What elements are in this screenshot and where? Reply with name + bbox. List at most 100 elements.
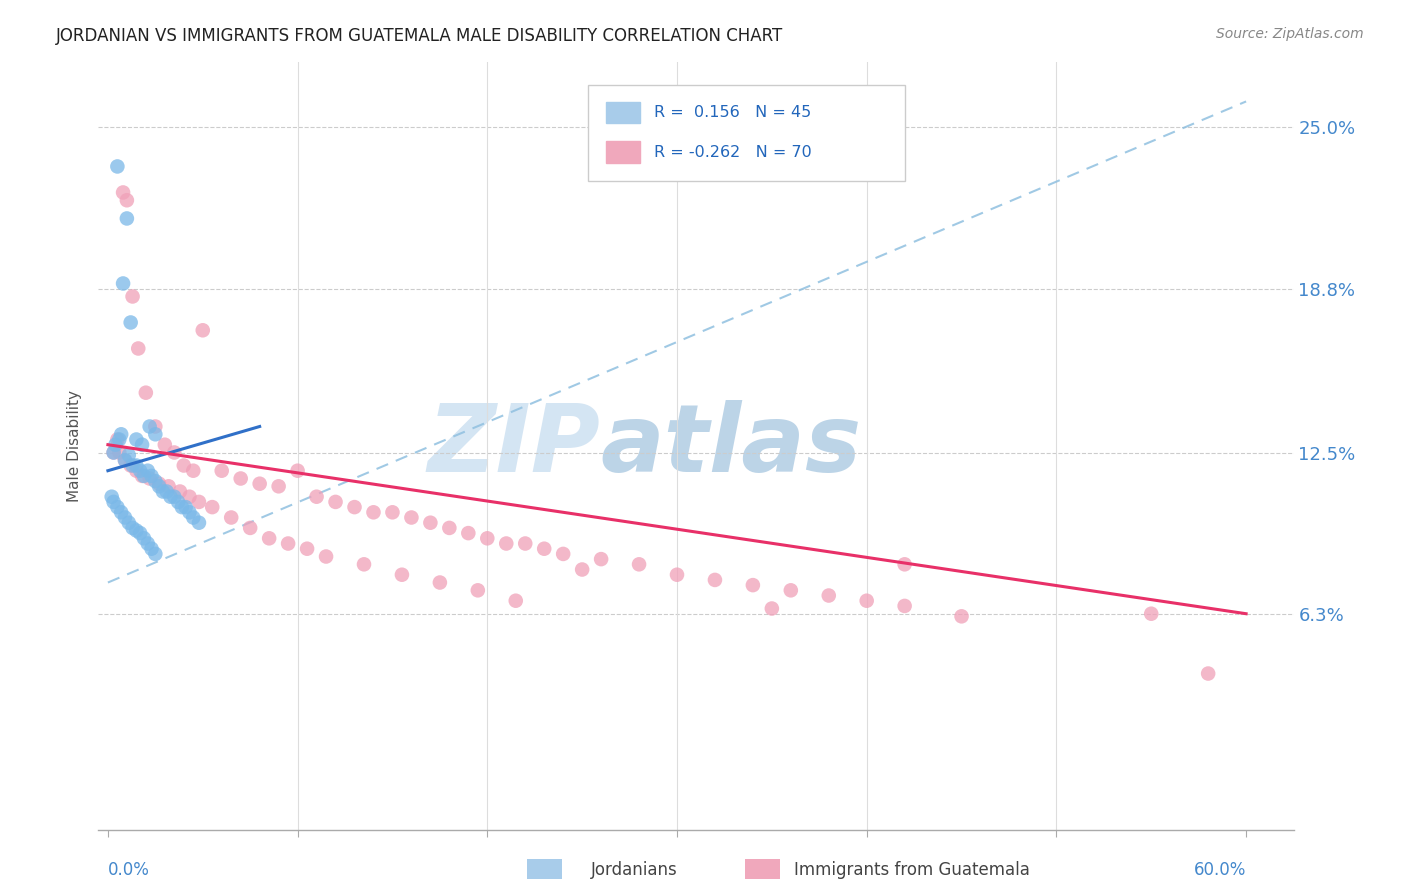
Point <box>118 448 141 462</box>
Point <box>429 575 451 590</box>
Point <box>138 471 160 485</box>
Point <box>666 567 689 582</box>
Point <box>893 599 915 613</box>
Point <box>173 458 195 473</box>
Point <box>401 510 423 524</box>
Point <box>174 500 197 515</box>
Point <box>125 464 148 478</box>
Text: Jordanians: Jordanians <box>591 861 678 879</box>
Point <box>105 160 128 174</box>
Text: atlas: atlas <box>600 400 862 492</box>
Point <box>148 479 170 493</box>
Point <box>169 484 191 499</box>
Point <box>131 469 153 483</box>
Point <box>112 186 135 200</box>
Point <box>125 433 148 447</box>
Point <box>855 593 877 607</box>
Point <box>515 536 537 550</box>
Point <box>118 516 141 530</box>
Point <box>153 438 176 452</box>
Point <box>343 500 366 515</box>
Point <box>457 526 479 541</box>
Text: R = -0.262   N = 70: R = -0.262 N = 70 <box>654 145 811 160</box>
Text: 60.0%: 60.0% <box>1194 861 1246 879</box>
Point <box>467 583 489 598</box>
Point <box>163 490 186 504</box>
Point <box>125 524 148 538</box>
Point <box>148 476 170 491</box>
Point <box>104 438 127 452</box>
Point <box>267 479 290 493</box>
Point <box>127 342 149 356</box>
Point <box>115 211 138 226</box>
Point <box>315 549 337 564</box>
Text: JORDANIAN VS IMMIGRANTS FROM GUATEMALA MALE DISABILITY CORRELATION CHART: JORDANIAN VS IMMIGRANTS FROM GUATEMALA M… <box>56 27 783 45</box>
Point <box>817 589 839 603</box>
Point <box>129 464 152 478</box>
Point <box>121 521 143 535</box>
Point <box>110 427 132 442</box>
Point <box>120 316 142 330</box>
Text: Source: ZipAtlas.com: Source: ZipAtlas.com <box>1216 27 1364 41</box>
Point <box>103 445 125 459</box>
Point <box>761 601 783 615</box>
Point <box>108 433 131 447</box>
Text: ZIP: ZIP <box>427 400 600 492</box>
Point <box>129 526 152 541</box>
Point <box>114 453 136 467</box>
Point <box>229 471 252 485</box>
Point <box>439 521 461 535</box>
Point <box>257 531 280 545</box>
Point <box>103 495 125 509</box>
Point <box>131 438 153 452</box>
Point <box>779 583 801 598</box>
Point <box>419 516 441 530</box>
Point <box>112 277 135 291</box>
Text: R =  0.156   N = 45: R = 0.156 N = 45 <box>654 104 811 120</box>
Point <box>188 516 211 530</box>
Point <box>132 531 155 545</box>
Point <box>741 578 763 592</box>
Point <box>553 547 575 561</box>
Point <box>191 323 214 337</box>
Point <box>703 573 725 587</box>
Point <box>163 445 186 459</box>
Point <box>141 469 163 483</box>
Point <box>114 453 136 467</box>
Point <box>121 289 143 303</box>
Point <box>950 609 973 624</box>
Point <box>1140 607 1163 621</box>
Point <box>239 521 262 535</box>
Point <box>120 458 142 473</box>
Point <box>159 490 181 504</box>
FancyBboxPatch shape <box>606 142 640 163</box>
Point <box>1197 666 1219 681</box>
Point <box>363 505 385 519</box>
Point <box>167 495 190 509</box>
Point <box>100 490 122 504</box>
Point <box>138 419 160 434</box>
Point <box>477 531 499 545</box>
Point <box>143 547 166 561</box>
Point <box>249 476 271 491</box>
Point <box>181 510 204 524</box>
Point <box>893 558 915 572</box>
Point <box>277 536 299 550</box>
Point <box>143 427 166 442</box>
Point <box>141 541 163 556</box>
Point <box>105 433 128 447</box>
Point <box>152 484 174 499</box>
Point <box>628 558 651 572</box>
Point <box>121 458 143 473</box>
Point <box>156 484 179 499</box>
Point <box>103 445 125 459</box>
Point <box>105 500 128 515</box>
Text: Immigrants from Guatemala: Immigrants from Guatemala <box>794 861 1031 879</box>
Point <box>143 474 166 488</box>
Point <box>179 490 201 504</box>
Point <box>132 469 155 483</box>
Point <box>201 500 224 515</box>
Point <box>157 479 180 493</box>
Point <box>114 510 136 524</box>
Text: 0.0%: 0.0% <box>108 861 150 879</box>
